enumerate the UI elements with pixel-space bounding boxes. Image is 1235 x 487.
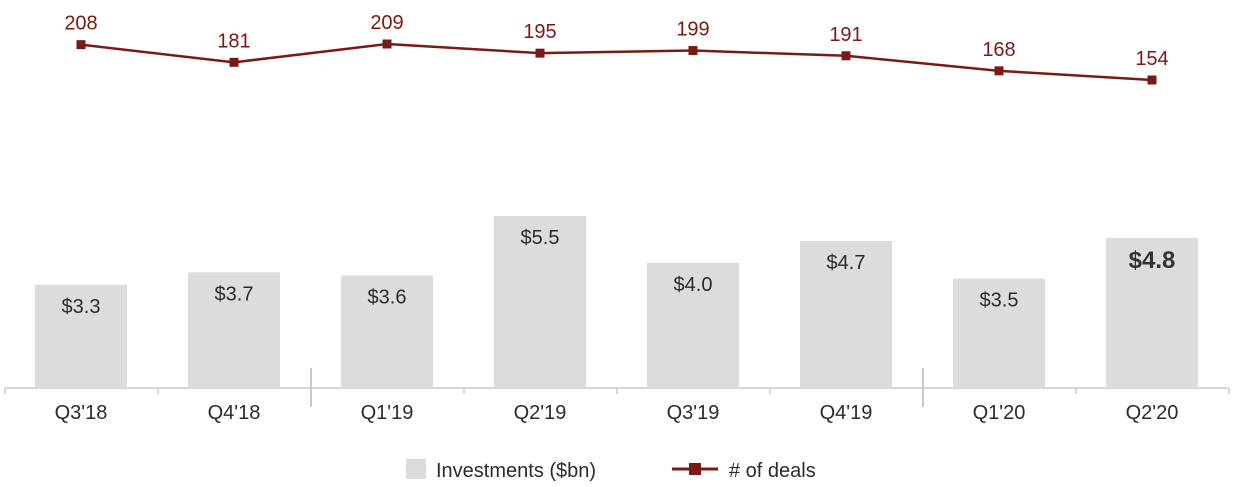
investment-bar bbox=[647, 262, 739, 388]
investment-value-label: $4.7 bbox=[827, 252, 866, 274]
deals-value-label: 168 bbox=[982, 39, 1015, 61]
investment-bars bbox=[35, 216, 1198, 388]
investment-bar bbox=[35, 284, 127, 388]
investment-value-label: $3.6 bbox=[368, 286, 407, 308]
investment-bar bbox=[188, 272, 280, 388]
deals-value-label: 191 bbox=[829, 24, 862, 46]
x-tick-label: Q2'20 bbox=[1126, 402, 1179, 424]
x-tick-label: Q4'19 bbox=[820, 402, 873, 424]
investment-value-label: $3.3 bbox=[62, 296, 101, 318]
legend-swatch-investments bbox=[406, 459, 426, 479]
deals-value-label: 208 bbox=[64, 13, 97, 35]
x-tick-label: Q1'20 bbox=[973, 402, 1026, 424]
x-tick-label: Q2'19 bbox=[514, 402, 567, 424]
investment-bar bbox=[1106, 237, 1198, 388]
investment-bar bbox=[800, 241, 892, 388]
deals-point bbox=[688, 46, 698, 56]
deals-value-label: 209 bbox=[370, 12, 403, 34]
investment-bar bbox=[953, 278, 1045, 388]
legend-marker-deals bbox=[689, 463, 701, 475]
chart-legend: Investments ($bn) # of deals bbox=[406, 459, 816, 482]
data-labels: $3.3 Q3'18 $3.7 Q4'18 $3.6 Q1'19 $5.5 Q2'19 $4.0… bbox=[55, 12, 1179, 424]
investment-value-label: $4.8 bbox=[1129, 247, 1176, 274]
investment-value-label: $5.5 bbox=[521, 227, 560, 249]
deals-point bbox=[76, 40, 86, 50]
x-tick-label: Q4'18 bbox=[208, 402, 261, 424]
deals-point bbox=[1147, 75, 1157, 85]
investment-bar bbox=[494, 216, 586, 388]
deals-line bbox=[80, 42, 1153, 82]
deals-value-label: 181 bbox=[217, 30, 250, 52]
deals-value-label: 154 bbox=[1135, 48, 1168, 70]
investment-value-label: $3.7 bbox=[215, 283, 254, 305]
deals-point bbox=[841, 51, 851, 61]
deals-value-label: 199 bbox=[676, 19, 709, 41]
deals-point bbox=[382, 39, 392, 49]
investment-bar bbox=[341, 275, 433, 388]
legend-label-deals: # of deals bbox=[729, 460, 816, 482]
deals-line-series bbox=[76, 39, 1157, 85]
investment-value-label: $4.0 bbox=[674, 274, 713, 296]
x-tick-label: Q3'19 bbox=[667, 402, 720, 424]
deals-point bbox=[994, 66, 1004, 76]
deals-value-label: 195 bbox=[523, 21, 556, 43]
x-tick-label: Q3'18 bbox=[55, 402, 108, 424]
deals-point bbox=[229, 57, 239, 67]
investment-value-label: $3.5 bbox=[980, 290, 1019, 312]
legend-label-investments: Investments ($bn) bbox=[436, 460, 596, 482]
deals-point bbox=[535, 48, 545, 58]
x-tick-label: Q1'19 bbox=[361, 402, 414, 424]
